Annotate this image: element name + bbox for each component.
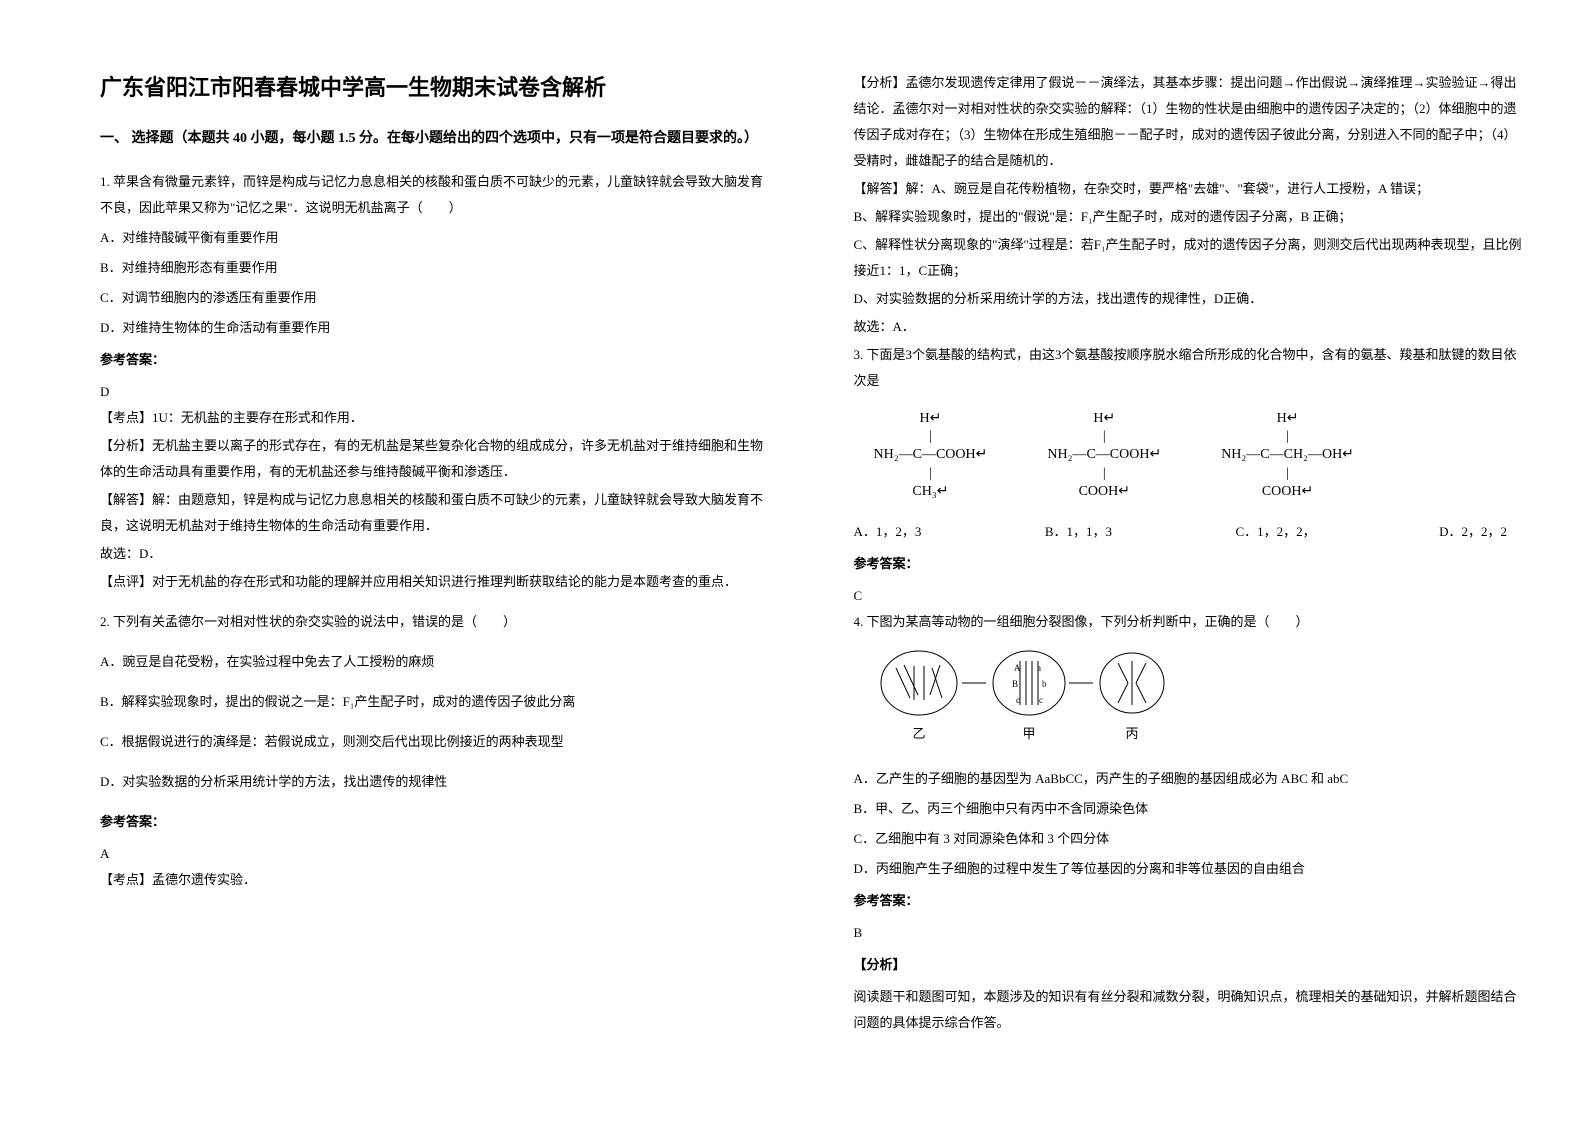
q3-opt-c: C．1，2，2， xyxy=(1235,519,1315,545)
q2-opt-d: D．对实验数据的分析采用统计学的方法，找出遗传的规律性 xyxy=(100,769,774,795)
chem2-l2: NH₂—C—COOH↵ xyxy=(1047,446,1161,464)
q1-dianping: 【点评】对于无机盐的存在形式和功能的理解并应用相关知识进行推理判断获取结论的能力… xyxy=(100,569,774,595)
q4-opt-d: D．丙细胞产生子细胞的过程中发生了等位基因的分离和非等位基因的自由组合 xyxy=(854,856,1528,882)
left-column: 广东省阳江市阳春春城中学高一生物期末试卷含解析 一、 选择题（本题共 40 小题… xyxy=(100,70,814,1082)
q2-jieda-c: C、解释性状分离现象的"演绎"过程是：若F₁产生配子时，成对的遗传因子分离，则测… xyxy=(854,232,1528,284)
q2-kaodian: 【考点】孟德尔遗传实验． xyxy=(100,867,774,893)
chem1-l1: H↵ xyxy=(874,410,988,428)
q3-answer-label: 参考答案： xyxy=(854,551,1528,577)
fig-label-yi: 乙 xyxy=(912,726,925,741)
chem3-l2: NH₂—C—CH₂—OH↵ xyxy=(1221,446,1354,464)
q1-answer: D xyxy=(100,379,774,405)
right-column: 【分析】孟德尔发现遗传定律用了假说－－演绎法，其基本步骤：提出问题→作出假说→演… xyxy=(814,70,1528,1082)
q4-opt-c: C．乙细胞中有 3 对同源染色体和 3 个四分体 xyxy=(854,826,1528,852)
q2-answer: A xyxy=(100,841,774,867)
q4-stem: 4. 下图为某高等动物的一组细胞分裂图像，下列分析判断中，正确的是（ ） xyxy=(854,609,1528,635)
q4-opt-b: B．甲、乙、丙三个细胞中只有丙中不含同源染色体 xyxy=(854,796,1528,822)
chem-structure-2: H↵ | NH₂—C—COOH↵ | COOH↵ xyxy=(1047,410,1161,501)
svg-text:c: c xyxy=(1016,695,1020,705)
q4-fenxi: 阅读题干和题图可知，本题涉及的知识有有丝分裂和减数分裂，明确知识点，梳理相关的基… xyxy=(854,984,1528,1036)
q1-jieda: 【解答】解：由题意知，锌是构成与记忆力息息相关的核酸和蛋白质不可缺少的元素，儿童… xyxy=(100,487,774,539)
svg-text:B: B xyxy=(1012,679,1018,689)
q3-chem-figure: H↵ | NH₂—C—COOH↵ | CH₃↵ H↵ | NH₂—C—COOH↵… xyxy=(854,400,1528,511)
svg-text:b: b xyxy=(1042,679,1047,689)
fig-label-jia: 甲 xyxy=(1022,726,1035,741)
section-header: 一、 选择题（本题共 40 小题，每小题 1.5 分。在每小题给出的四个选项中，… xyxy=(100,126,774,151)
q1-answer-label: 参考答案： xyxy=(100,347,774,373)
chem2-l3: COOH↵ xyxy=(1047,483,1161,501)
q2-jieda-d: D、对实验数据的分析采用统计学的方法，找出遗传的规律性，D正确． xyxy=(854,286,1528,312)
q4-cell-figure: 乙 Aa Bb cc 甲 丙 xyxy=(874,643,1528,758)
q4-fenxi-label: 【分析】 xyxy=(854,952,1528,978)
q3-opt-b: B．1，1，3 xyxy=(1045,519,1112,545)
q2-stem: 2. 下列有关孟德尔一对相对性状的杂交实验的说法中，错误的是（ ） xyxy=(100,609,774,635)
q4-answer-label: 参考答案： xyxy=(854,888,1528,914)
q3-stem: 3. 下面是3个氨基酸的结构式，由这3个氨基酸按顺序脱水缩合所形成的化合物中，含… xyxy=(854,342,1528,394)
q3-opt-a: A．1，2，3 xyxy=(854,519,922,545)
q2-answer-label: 参考答案： xyxy=(100,809,774,835)
q2-fenxi: 【分析】孟德尔发现遗传定律用了假说－－演绎法，其基本步骤：提出问题→作出假说→演… xyxy=(854,70,1528,174)
q1-opt-d: D．对维持生物体的生命活动有重要作用 xyxy=(100,315,774,341)
q1-guxuan: 故选：D． xyxy=(100,541,774,567)
svg-text:c: c xyxy=(1039,695,1043,705)
q2-opt-a: A．豌豆是自花受粉，在实验过程中免去了人工授粉的麻烦 xyxy=(100,649,774,675)
chem-structure-1: H↵ | NH₂—C—COOH↵ | CH₃↵ xyxy=(874,410,988,501)
q4-answer: B xyxy=(854,920,1528,946)
q1-fenxi: 【分析】无机盐主要以离子的形式存在，有的无机盐是某些复杂化合物的组成成分，许多无… xyxy=(100,433,774,485)
q3-answer: C xyxy=(854,583,1528,609)
q1-opt-c: C．对调节细胞内的渗透压有重要作用 xyxy=(100,285,774,311)
chem1-l2: NH₂—C—COOH↵ xyxy=(874,446,988,464)
q4-opt-a: A．乙产生的子细胞的基因型为 AaBbCC，丙产生的子细胞的基因组成必为 ABC… xyxy=(854,766,1528,792)
q2-opt-b: B．解释实验现象时，提出的假说之一是：F₁产生配子时，成对的遗传因子彼此分离 xyxy=(100,689,774,715)
chem-structure-3: H↵ | NH₂—C—CH₂—OH↵ | COOH↵ xyxy=(1221,410,1354,501)
q2-guxuan: 故选：A． xyxy=(854,314,1528,340)
q2-jieda-b: B、解释实验现象时，提出的"假说"是：F₁产生配子时，成对的遗传因子分离，B 正… xyxy=(854,204,1528,230)
q3-options-row: A．1，2，3 B．1，1，3 C．1，2，2， D．2，2，2 xyxy=(854,519,1528,545)
q2-opt-c: C．根据假说进行的演绎是：若假说成立，则测交后代出现比例接近的两种表现型 xyxy=(100,729,774,755)
q3-opt-d: D．2，2，2 xyxy=(1439,519,1507,545)
chem3-l3: COOH↵ xyxy=(1221,483,1354,501)
fig-label-bing: 丙 xyxy=(1125,726,1138,741)
chem2-l1: H↵ xyxy=(1047,410,1161,428)
doc-title: 广东省阳江市阳春春城中学高一生物期末试卷含解析 xyxy=(100,70,774,102)
q1-stem: 1. 苹果含有微量元素锌，而锌是构成与记忆力息息相关的核酸和蛋白质不可缺少的元素… xyxy=(100,169,774,221)
q1-opt-b: B．对维持细胞形态有重要作用 xyxy=(100,255,774,281)
q2-jieda-a: 【解答】解：A、豌豆是自花传粉植物，在杂交时，要严格"去雄"、"套袋"，进行人工… xyxy=(854,176,1528,202)
q1-kaodian: 【考点】1U：无机盐的主要存在形式和作用． xyxy=(100,405,774,431)
chem3-l1: H↵ xyxy=(1221,410,1354,428)
chem1-l3: CH₃↵ xyxy=(874,483,988,501)
cell-division-svg: 乙 Aa Bb cc 甲 丙 xyxy=(874,643,1174,753)
q1-opt-a: A．对维持酸碱平衡有重要作用 xyxy=(100,225,774,251)
